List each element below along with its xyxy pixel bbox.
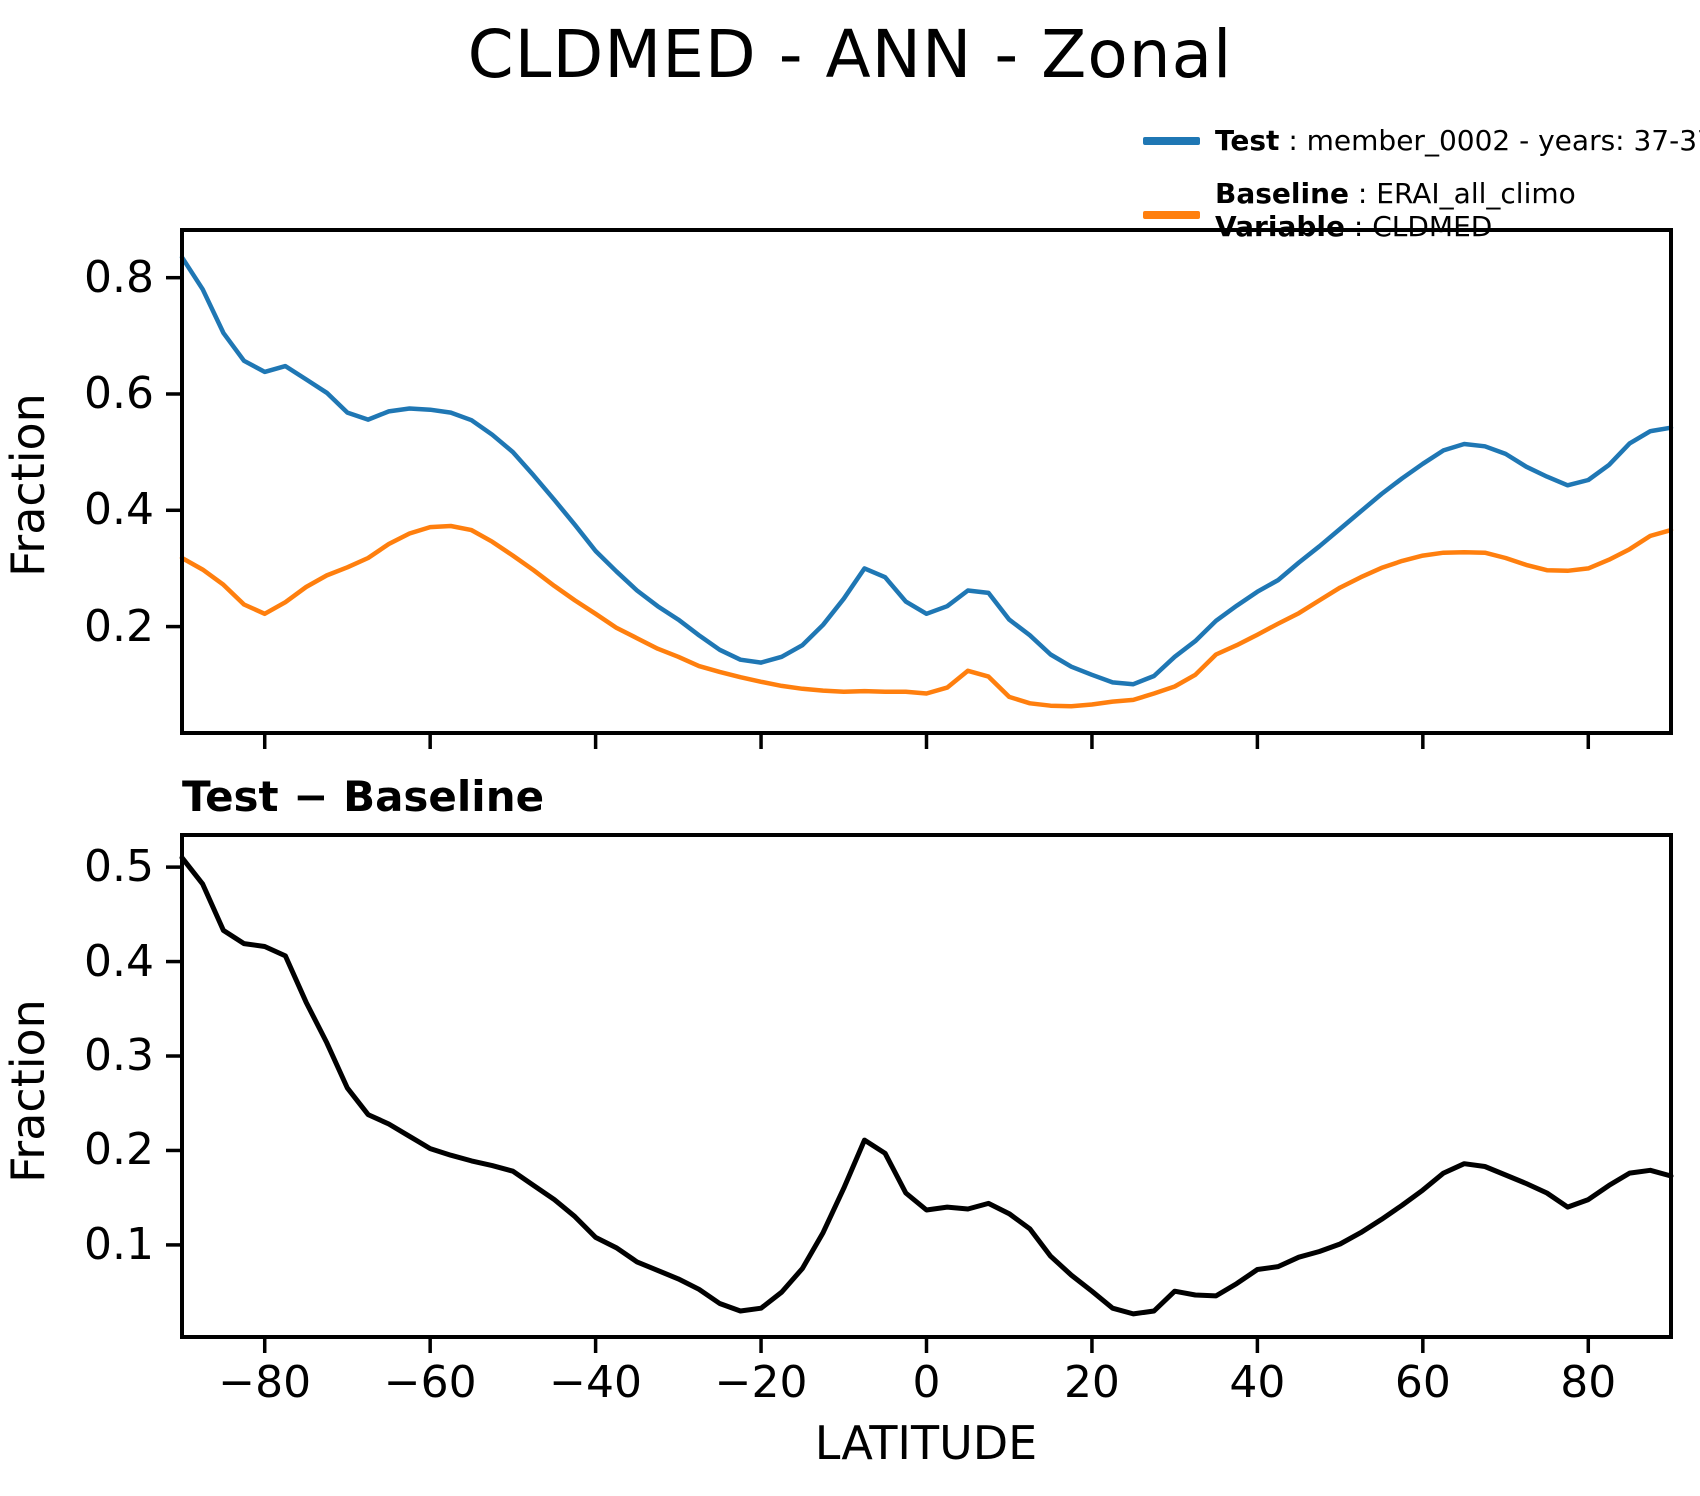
x-axis-label: LATITUDE [814,1416,1038,1470]
y-tick-label: 0.2 [84,1124,154,1176]
diff-line [179,855,1674,1317]
y-tick-label: 0.2 [84,600,154,652]
legend-label-variable-bold: Variable [1215,210,1345,243]
legend-label-baseline-rest: : ERAI_all_climo [1349,177,1576,210]
y-tick-label: 0.4 [84,935,154,987]
axes-spines [180,228,1673,735]
x-tick-label: 20 [1063,1357,1120,1408]
y-tick-label: 0.4 [84,484,154,536]
legend-label-test-bold: Test [1215,124,1280,157]
y-tick-label: 0.8 [84,251,154,303]
y-tick-label: 0.1 [84,1218,154,1270]
bottom-axes [166,833,1674,1353]
test-line [179,255,1674,687]
bottom-chart-svg [166,833,1674,1353]
legend-label-variable-rest: : CLDMED [1344,210,1493,243]
legend-label-baseline: Baseline : ERAI_all_climo Variable : CLD… [1215,177,1576,243]
legend-label-baseline-bold: Baseline [1215,177,1350,210]
x-tick-label: −20 [714,1357,808,1408]
legend-label-test-rest: : member_0002 - years: 37-37 [1279,124,1700,157]
top-axes [166,228,1674,749]
x-tick-label: 80 [1560,1357,1617,1408]
x-tick-label: −80 [218,1357,312,1408]
x-tick-label: −40 [549,1357,643,1408]
x-tick-label: 0 [912,1357,941,1408]
x-tick-label: 60 [1394,1357,1451,1408]
top-chart-svg [166,228,1674,749]
axes-spines [180,833,1673,1339]
x-tick-label: −60 [383,1357,477,1408]
baseline-line-swatch [1143,211,1200,219]
test-line-swatch [1143,137,1200,145]
y-tick-label: 0.3 [84,1030,154,1081]
y-tick-label: 0.6 [84,367,154,419]
baseline-line [179,523,1674,709]
y-tick-label: 0.5 [84,841,154,893]
legend-label-test: Test : member_0002 - years: 37-37 [1215,124,1700,157]
x-tick-label: 40 [1229,1357,1286,1408]
figure-title: CLDMED - ANN - Zonal [467,16,1233,93]
diff-panel-title: Test − Baseline [182,772,545,821]
